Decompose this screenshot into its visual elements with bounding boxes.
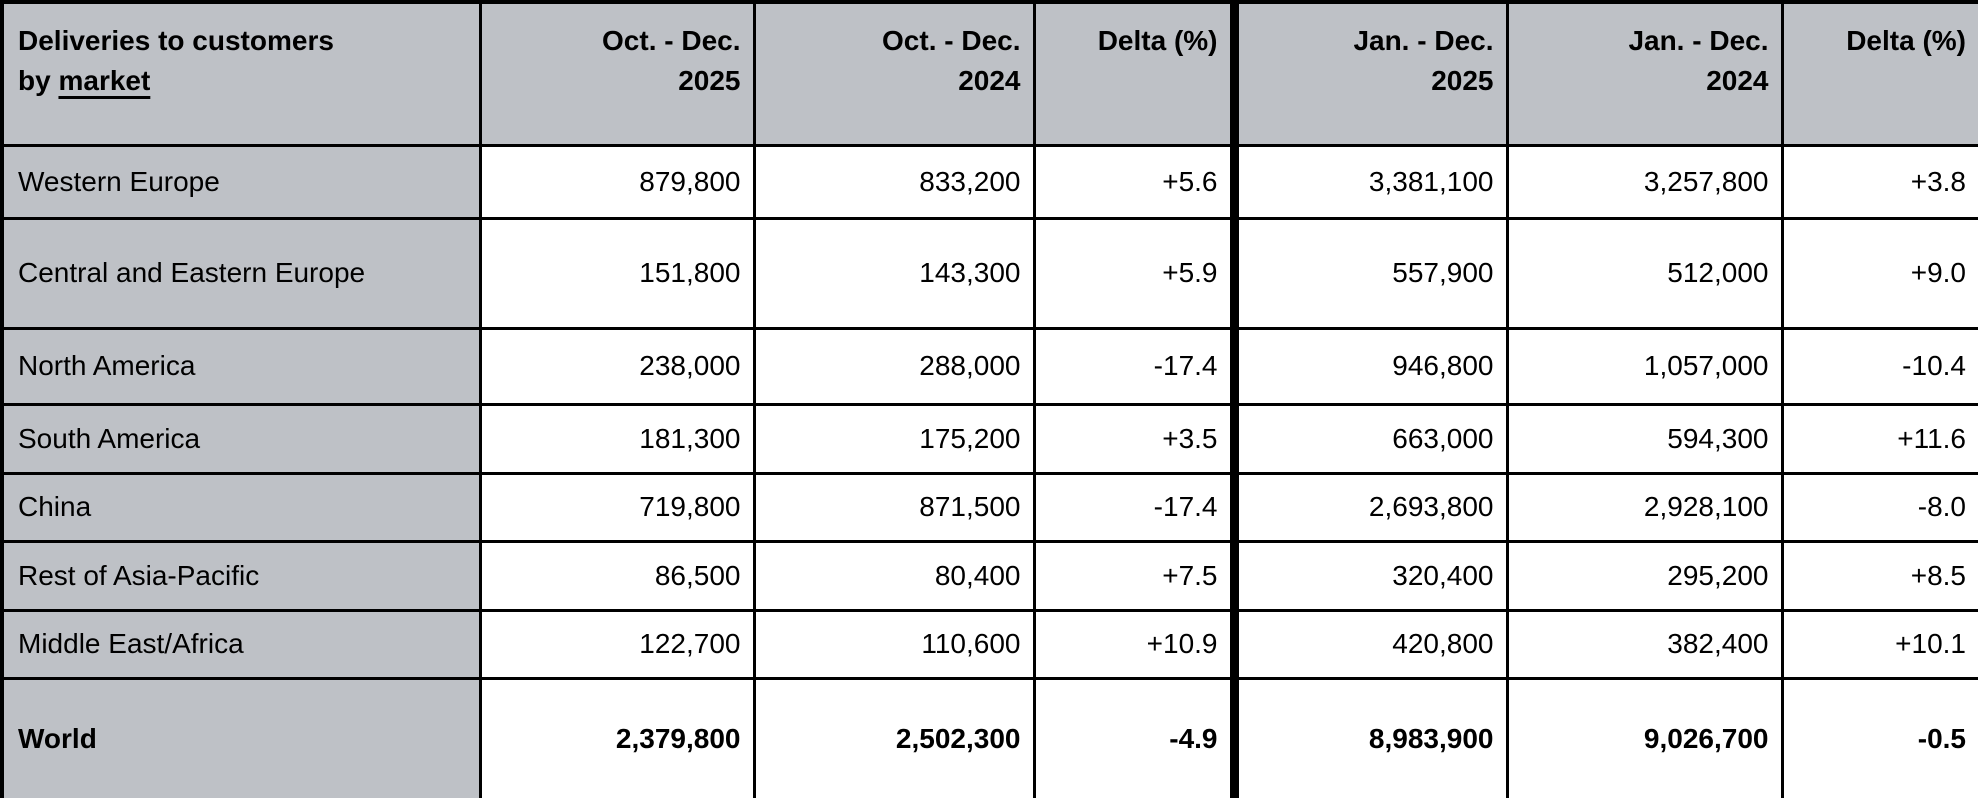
table-row: Middle East/Africa 122,700 110,600 +10.9 420…: [0, 608, 1978, 680]
table-row: China 719,800 871,500 -17.4 2,693,800 2,928,1…: [0, 471, 1978, 543]
value-cell: -8.0: [1780, 471, 1978, 543]
value-cell: 719,800: [478, 471, 756, 543]
value-cell: 9,026,700: [1505, 676, 1784, 798]
value-cell: -0.5: [1780, 676, 1978, 798]
value-cell: +7.5: [1032, 539, 1236, 612]
table-row: Rest of Asia-Pacific 86,500 80,400 +7.5 320,…: [0, 539, 1978, 612]
market-cell: Western Europe: [0, 143, 482, 220]
value-cell: 663,000: [1229, 402, 1509, 475]
table-body: Western Europe 879,800 833,200 +5.6 3,381,10…: [0, 143, 1978, 798]
col-header-q4-2025: Oct. - Dec. 2025: [478, 0, 756, 147]
value-cell: +3.5: [1032, 402, 1236, 475]
value-cell: 2,379,800: [478, 676, 756, 798]
col-header-fy-2025: Jan. - Dec. 2025: [1229, 0, 1509, 147]
value-cell: +9.0: [1780, 216, 1978, 330]
value-cell: 238,000: [478, 326, 756, 406]
market-cell: World: [0, 676, 482, 798]
market-cell: North America: [0, 326, 482, 406]
value-cell: 175,200: [752, 402, 1036, 475]
value-cell: +11.6: [1780, 402, 1978, 475]
col-header-q4-2024: Oct. - Dec. 2024: [752, 0, 1036, 147]
market-cell: South America: [0, 402, 482, 475]
corner-header: Deliveries to customers by market: [0, 0, 482, 147]
value-cell: 946,800: [1229, 326, 1509, 406]
value-cell: 2,693,800: [1229, 471, 1509, 543]
value-cell: -10.4: [1780, 326, 1978, 406]
value-cell: 288,000: [752, 326, 1036, 406]
total-row: World 2,379,800 2,502,300 -4.9 8,983,900 9,02…: [0, 676, 1978, 798]
value-cell: 512,000: [1505, 216, 1784, 330]
table-row: Western Europe 879,800 833,200 +5.6 3,381,10…: [0, 143, 1978, 220]
value-cell: 151,800: [478, 216, 756, 330]
market-cell: Middle East/Africa: [0, 608, 482, 680]
value-cell: -17.4: [1032, 326, 1236, 406]
value-cell: 8,983,900: [1229, 676, 1509, 798]
value-cell: 420,800: [1229, 608, 1509, 680]
corner-header-line1: Deliveries to customers: [18, 25, 334, 56]
value-cell: 871,500: [752, 471, 1036, 543]
value-cell: 181,300: [478, 402, 756, 475]
table-row: Central and Eastern Europe 151,800 143,300…: [0, 216, 1978, 330]
market-cell: China: [0, 471, 482, 543]
value-cell: +3.8: [1780, 143, 1978, 220]
value-cell: -17.4: [1032, 471, 1236, 543]
market-cell: Rest of Asia-Pacific: [0, 539, 482, 612]
value-cell: +5.9: [1032, 216, 1236, 330]
value-cell: 2,928,100: [1505, 471, 1784, 543]
value-cell: +8.5: [1780, 539, 1978, 612]
value-cell: 3,257,800: [1505, 143, 1784, 220]
value-cell: 320,400: [1229, 539, 1509, 612]
value-cell: +10.9: [1032, 608, 1236, 680]
value-cell: 143,300: [752, 216, 1036, 330]
col-header-fy-delta: Delta (%): [1780, 0, 1978, 147]
corner-header-line2-prefix: by: [18, 64, 59, 96]
header-row: Deliveries to customers by market Oct. -…: [0, 0, 1978, 147]
table-row: North America 238,000 288,000 -17.4 946,800 1…: [0, 326, 1978, 406]
value-cell: 833,200: [752, 143, 1036, 220]
value-cell: +5.6: [1032, 143, 1236, 220]
value-cell: 295,200: [1505, 539, 1784, 612]
col-header-fy-2024: Jan. - Dec. 2024: [1505, 0, 1784, 147]
value-cell: 3,381,100: [1229, 143, 1509, 220]
value-cell: 879,800: [478, 143, 756, 220]
value-cell: 2,502,300: [752, 676, 1036, 798]
table-row: South America 181,300 175,200 +3.5 663,000 59…: [0, 402, 1978, 475]
value-cell: 86,500: [478, 539, 756, 612]
value-cell: +10.1: [1780, 608, 1978, 680]
value-cell: 80,400: [752, 539, 1036, 612]
col-header-q4-delta: Delta (%): [1032, 0, 1236, 147]
value-cell: 1,057,000: [1505, 326, 1784, 406]
value-cell: 122,700: [478, 608, 756, 680]
value-cell: 110,600: [752, 608, 1036, 680]
value-cell: -4.9: [1032, 676, 1236, 798]
market-cell: Central and Eastern Europe: [0, 216, 482, 330]
value-cell: 557,900: [1229, 216, 1509, 330]
corner-header-market-word: market: [58, 64, 151, 96]
value-cell: 382,400: [1505, 608, 1784, 680]
value-cell: 594,300: [1505, 402, 1784, 475]
